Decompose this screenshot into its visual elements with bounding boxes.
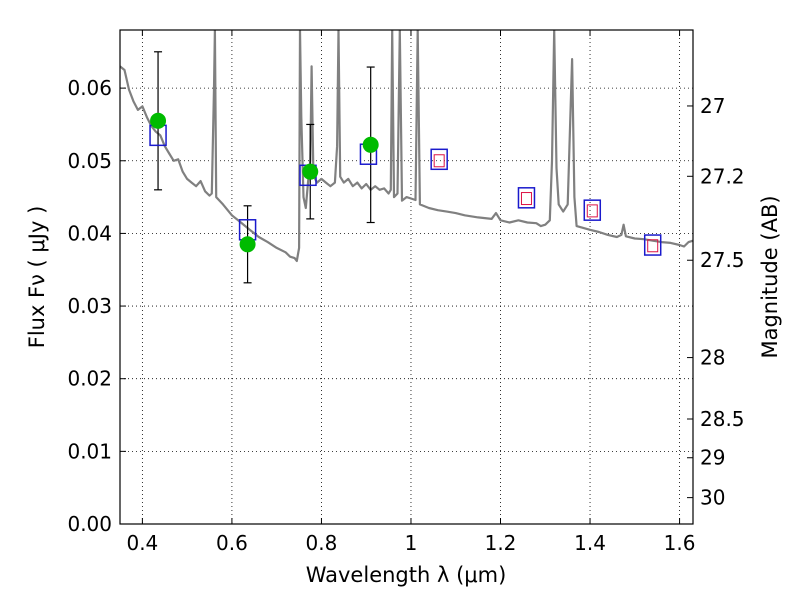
magnitude-tick-label: 27.5 bbox=[700, 248, 745, 272]
y-tick-label: 0.04 bbox=[67, 221, 112, 245]
x-tick-label: 0.6 bbox=[216, 531, 248, 555]
x-axis-title: Wavelength λ (μm) bbox=[306, 563, 507, 587]
magnitude-tick-label: 28 bbox=[700, 346, 725, 370]
x-tick-label: 1.2 bbox=[485, 531, 517, 555]
y-tick-label: 0.03 bbox=[67, 294, 112, 318]
predicted-point-square bbox=[647, 239, 659, 253]
plot-frame bbox=[119, 29, 694, 525]
model-photometry-square bbox=[583, 199, 602, 221]
observed-flux-point bbox=[150, 112, 167, 129]
predicted-point-square bbox=[586, 204, 598, 218]
model-photometry-square bbox=[430, 148, 448, 171]
markers-layer bbox=[149, 51, 662, 284]
y-tick-label: 0.02 bbox=[67, 367, 112, 391]
x-tick-label: 1.4 bbox=[574, 531, 606, 555]
y-tick-label: 0.01 bbox=[67, 439, 112, 463]
x-tick-label: 0.8 bbox=[306, 531, 338, 555]
y-axis: 0.00 0.01 0.02 0.03 0.04 0.05 0.06 bbox=[67, 76, 126, 536]
y-tick-label: 0.05 bbox=[67, 149, 112, 173]
magnitude-axis-title: Magnitude (AB) bbox=[758, 195, 782, 358]
model-photometry-square bbox=[517, 187, 536, 209]
model-spectrum-layer bbox=[120, 30, 693, 263]
magnitude-tick-label: 27.2 bbox=[700, 164, 745, 188]
magnitude-tick-label: 27 bbox=[700, 94, 725, 118]
magnitude-tick-label: 29 bbox=[700, 446, 725, 470]
x-tick-label: 1.6 bbox=[664, 531, 696, 555]
x-tick-label: 1 bbox=[405, 531, 418, 555]
magnitude-tick-label: 30 bbox=[700, 486, 725, 510]
y-tick-label: 0.00 bbox=[67, 512, 112, 536]
y-axis-title: Flux Fν ( μJy ) bbox=[25, 206, 49, 349]
observed-flux-point bbox=[302, 163, 319, 180]
predicted-point-square bbox=[520, 192, 532, 206]
model-photometry-square bbox=[643, 234, 662, 256]
x-tick-label: 0.4 bbox=[126, 531, 158, 555]
magnitude-tick-label: 28.5 bbox=[700, 407, 745, 431]
magnitude-axis: 27 27.2 27.5 28 28.5 29 30 bbox=[687, 94, 745, 510]
predicted-point-square bbox=[433, 154, 445, 168]
y-tick-label: 0.06 bbox=[67, 76, 112, 100]
observed-flux-point bbox=[239, 236, 256, 253]
x-axis: 0.4 0.6 0.8 1 1.2 1.4 1.6 bbox=[126, 30, 695, 555]
observed-flux-point bbox=[362, 136, 379, 153]
model-spectrum-line bbox=[120, 30, 693, 263]
